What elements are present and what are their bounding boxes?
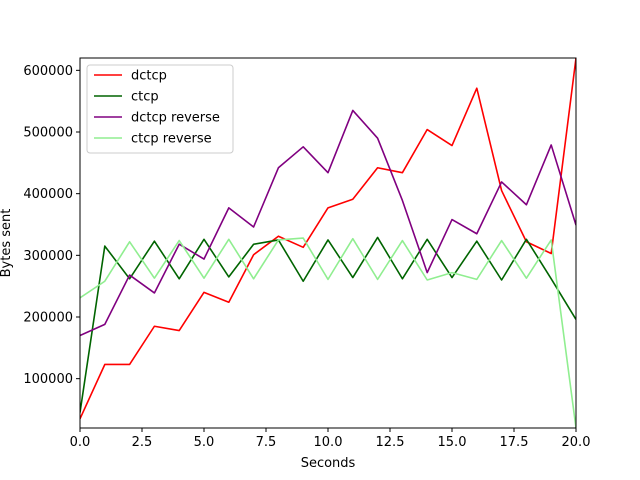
x-tick-label: 12.5 xyxy=(376,435,405,450)
x-tick-label: 5.0 xyxy=(194,435,215,450)
legend-label: dctcp reverse xyxy=(131,111,220,126)
x-tick-label: 17.5 xyxy=(500,435,529,450)
x-tick-label: 0.0 xyxy=(70,435,91,450)
y-tick-label: 300000 xyxy=(23,249,73,264)
y-tick-label: 400000 xyxy=(23,187,73,202)
x-axis: 0.0 2.5 5.0 7.5 10.0 12.5 15.0 17.5 20.0 xyxy=(70,428,591,450)
x-tick-label: 20.0 xyxy=(562,435,591,450)
series-line-4 xyxy=(80,237,576,428)
series-line-1 xyxy=(80,58,576,420)
x-axis-label: Seconds xyxy=(301,456,356,471)
x-tick-label: 7.5 xyxy=(256,435,277,450)
y-axis-label: Bytes sent xyxy=(0,209,14,278)
y-tick-label: 100000 xyxy=(23,372,73,387)
legend-label: dctcp xyxy=(131,69,167,84)
x-tick-label: 15.0 xyxy=(438,435,467,450)
y-axis: 100000 200000 300000 400000 500000 600000 xyxy=(23,64,80,387)
y-tick-label: 600000 xyxy=(23,64,73,79)
y-tick-label: 200000 xyxy=(23,311,73,326)
legend-label: ctcp reverse xyxy=(131,132,212,147)
legend: dctcp ctcp dctcp reverse ctcp reverse xyxy=(86,64,234,154)
series-line-3 xyxy=(80,109,576,337)
x-tick-label: 10.0 xyxy=(314,435,343,450)
series-layer xyxy=(80,58,576,428)
legend-box xyxy=(86,64,234,154)
y-tick-label: 500000 xyxy=(23,126,73,141)
series-line-2 xyxy=(80,236,576,413)
legend-label: ctcp xyxy=(131,90,159,105)
x-tick-label: 2.5 xyxy=(132,435,153,450)
